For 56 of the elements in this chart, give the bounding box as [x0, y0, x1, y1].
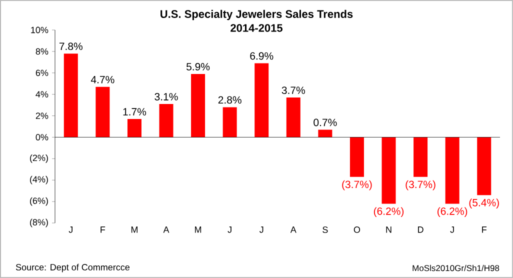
- data-label: 1.7%: [123, 108, 146, 116]
- data-label: 3.7%: [282, 86, 305, 94]
- x-tick-label: F: [100, 226, 106, 233]
- chart-subtitle: 2014-2015: [230, 24, 282, 32]
- bar: [382, 137, 396, 204]
- bar: [159, 104, 174, 138]
- data-label: 6.9%: [250, 52, 274, 60]
- bar: [254, 63, 269, 138]
- data-label: 7.8%: [59, 42, 82, 50]
- x-tick-label: S: [322, 226, 328, 233]
- x-tick-label: J: [68, 226, 72, 233]
- data-label: 0.7%: [314, 118, 337, 126]
- x-tick-label: A: [163, 226, 170, 233]
- y-tick-label: 2%: [36, 112, 48, 119]
- x-tick-label: J: [260, 226, 264, 233]
- data-label: (3.7%): [342, 180, 372, 190]
- bar: [350, 137, 364, 177]
- data-label: (6.2%): [374, 207, 404, 218]
- data-label: 3.1%: [154, 93, 178, 100]
- y-tick-label: (8%): [30, 218, 48, 228]
- x-tick-label: N: [386, 226, 392, 233]
- chart-title: U.S. Specialty Jewelers Sales Trends: [160, 10, 353, 20]
- y-tick-label: (6%): [30, 197, 48, 206]
- y-tick-label: (4%): [30, 176, 48, 184]
- data-label: 2.8%: [218, 96, 242, 104]
- y-tick-label: 10%: [31, 26, 48, 34]
- data-label: (5.4%): [469, 198, 499, 208]
- bar: [127, 118, 142, 138]
- bar: [64, 54, 78, 138]
- y-tick-label: 6%: [36, 70, 48, 76]
- data-label: (3.7%): [406, 180, 436, 190]
- bar: [96, 86, 110, 138]
- bar: [318, 130, 332, 138]
- bar: [286, 98, 300, 138]
- x-tick-label: J: [228, 226, 232, 233]
- bar: [477, 137, 492, 196]
- y-tick-label: 0%: [36, 134, 48, 140]
- data-label: (6.2%): [438, 207, 468, 218]
- bar: [222, 107, 237, 138]
- source-note: Source: Dept of Commercce: [16, 264, 130, 272]
- data-label: 5.9%: [186, 63, 210, 70]
- y-tick-label: 8%: [36, 48, 48, 55]
- x-tick-label: D: [418, 226, 424, 233]
- x-tick-label: A: [290, 226, 296, 233]
- x-tick-label: J: [450, 226, 454, 233]
- bar: [414, 137, 428, 177]
- y-tick-label: (2%): [30, 154, 48, 163]
- x-tick-label: M: [195, 226, 202, 233]
- text: MoSls2010Gr/Sh1/H98: [412, 264, 500, 272]
- x-tick-label: F: [482, 226, 487, 233]
- x-tick-label: O: [354, 226, 360, 233]
- bar: [191, 74, 206, 138]
- y-tick-label: 4%: [36, 91, 48, 98]
- data-label: 4.7%: [90, 76, 114, 84]
- x-tick-label: M: [131, 226, 138, 233]
- bar: [445, 137, 460, 204]
